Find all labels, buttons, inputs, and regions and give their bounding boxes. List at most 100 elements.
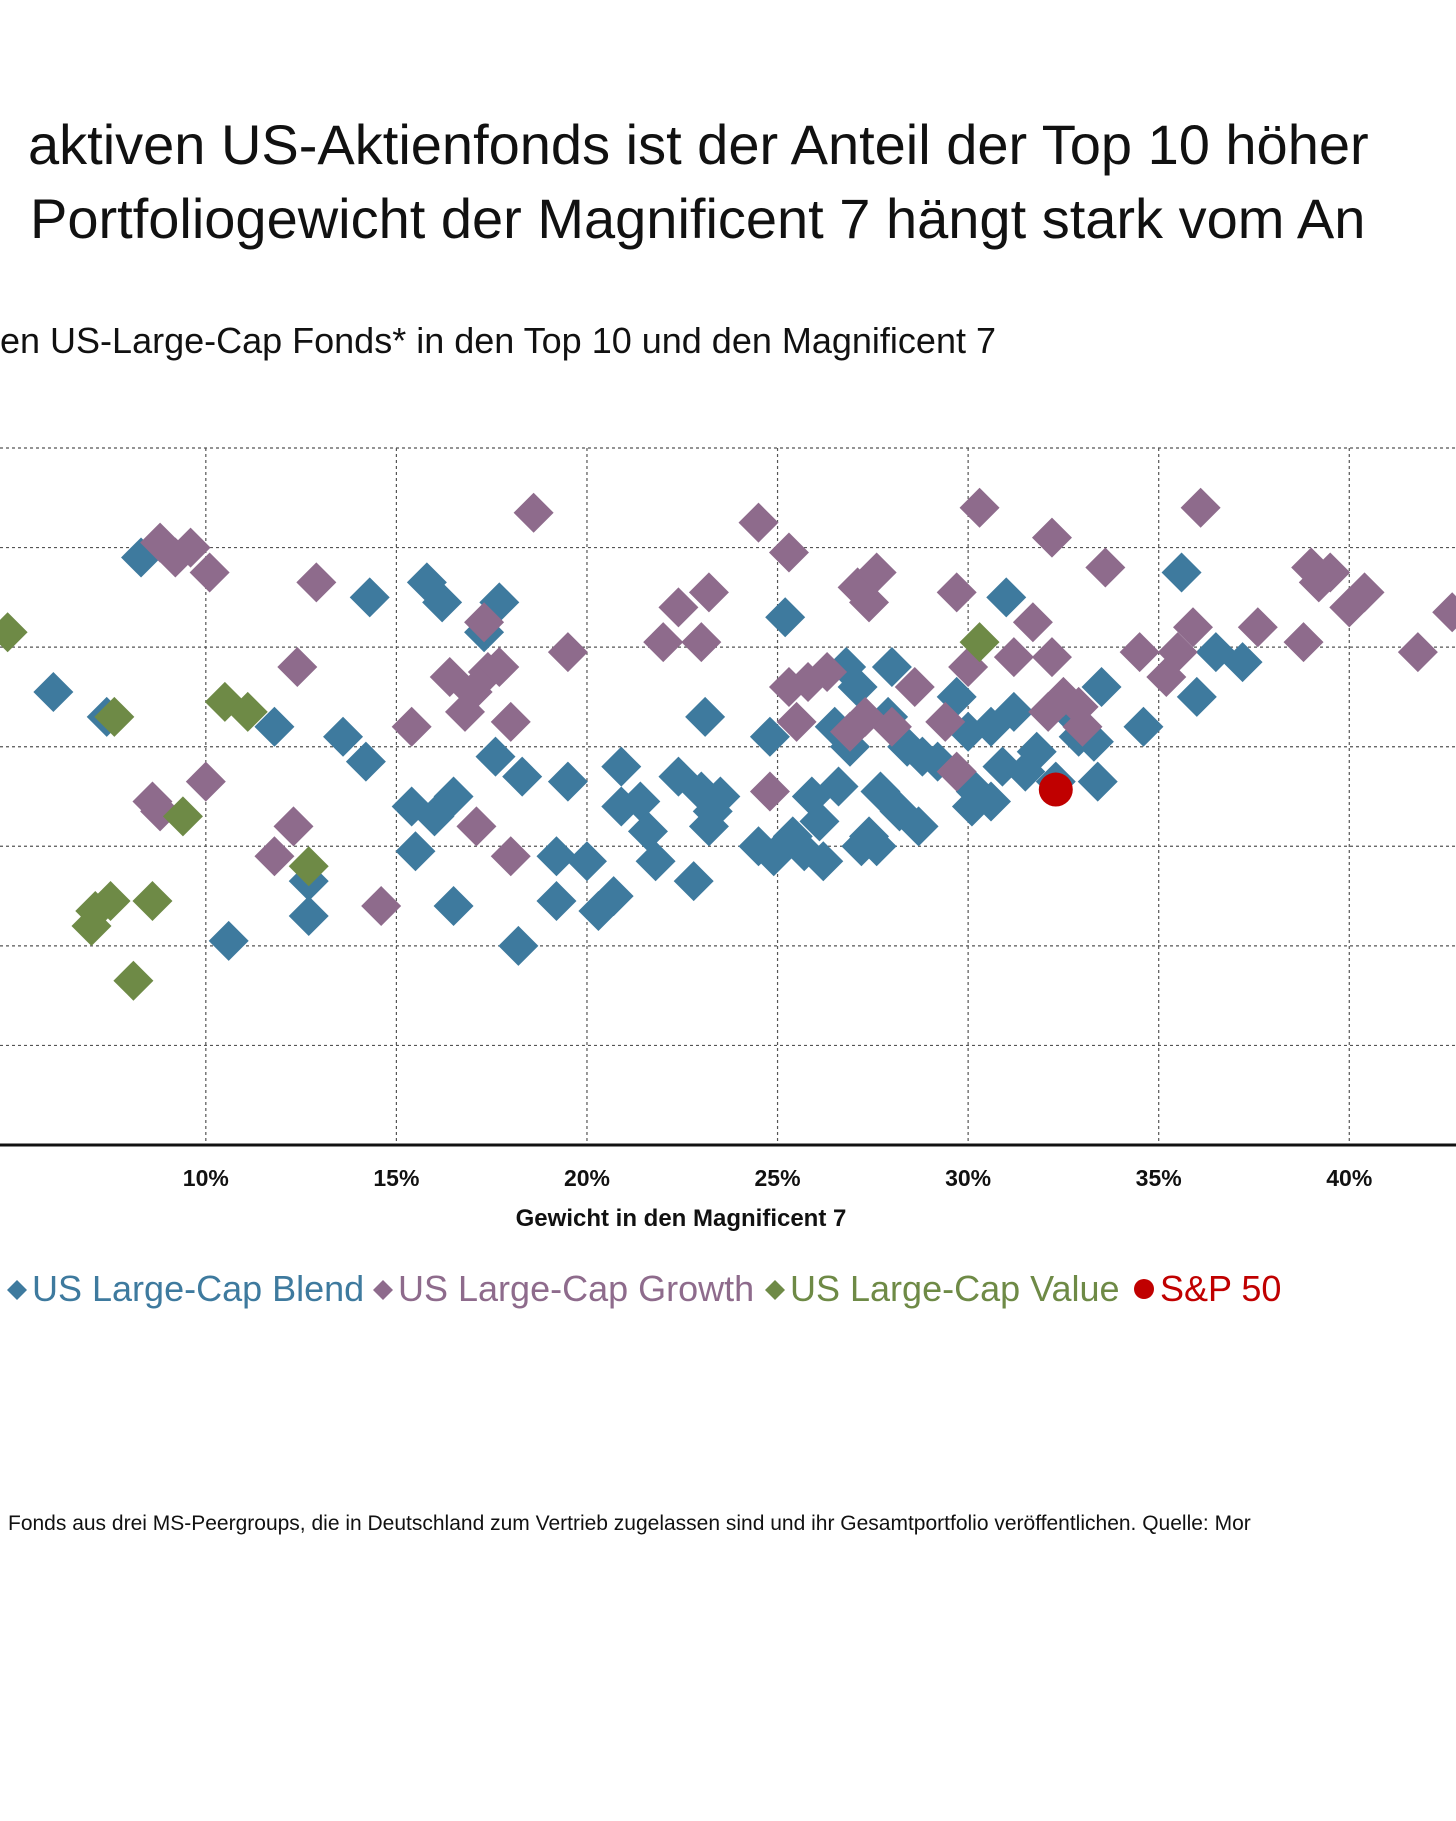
legend-growth-label: US Large-Cap Growth [398, 1268, 755, 1309]
fund-data-point [993, 637, 1034, 678]
fund-data-point [688, 572, 729, 613]
fund-data-point [227, 691, 268, 732]
x-tick-labels: 10% 15% 20% 25% 30% 35% 40% [183, 1165, 1373, 1191]
fund-data-point [208, 920, 249, 961]
fund-data-point [1031, 637, 1072, 678]
fund-data-point [273, 806, 314, 847]
fund-data-point [765, 597, 806, 638]
fund-data-point [959, 487, 1000, 528]
fund-data-point [898, 806, 939, 847]
fund-data-point [993, 691, 1034, 732]
fund-data-point [936, 751, 977, 792]
fund-data-point [1432, 592, 1456, 633]
legend-item-value: US Large-Cap Value [764, 1268, 1120, 1310]
fund-data-point [627, 811, 668, 852]
fund-data-point [502, 756, 543, 797]
fund-data-point [490, 701, 531, 742]
fund-data-point [768, 532, 809, 573]
fund-data-point [1012, 602, 1053, 643]
fund-data-point [189, 552, 230, 593]
fund-data-point [433, 776, 474, 817]
fund-data-point [749, 771, 790, 812]
title-line-1: aktiven US-Aktienfonds ist der Anteil de… [28, 113, 1369, 176]
data-points [0, 487, 1456, 1001]
legend-item-sp500: S&P 50 [1132, 1268, 1281, 1310]
fund-data-point [643, 622, 684, 663]
fund-data-point [688, 806, 729, 847]
fund-data-point [1180, 487, 1221, 528]
fund-data-point [593, 876, 634, 917]
fund-data-point [288, 895, 329, 936]
fund-data-point [681, 622, 722, 663]
fund-data-point [970, 781, 1011, 822]
fund-data-point [254, 836, 295, 877]
fund-data-point [547, 632, 588, 673]
fund-data-point [1077, 761, 1118, 802]
fund-data-point [475, 736, 516, 777]
fund-data-point [33, 671, 74, 712]
fund-data-point [1283, 622, 1324, 663]
fund-data-point [277, 647, 318, 688]
fund-data-point [1222, 642, 1263, 683]
x-tick-label: 35% [1136, 1165, 1182, 1191]
legend-value-diamond-icon [764, 1268, 786, 1310]
fund-data-point [71, 905, 112, 946]
legend-growth-diamond-icon [372, 1268, 394, 1310]
fund-data-point [456, 806, 497, 847]
fund-data-point [288, 846, 329, 887]
fund-data-point [349, 577, 390, 618]
legend-value-label: US Large-Cap Value [790, 1268, 1120, 1309]
fund-data-point [871, 647, 912, 688]
fund-data-point [1016, 731, 1057, 772]
fund-data-point [361, 886, 402, 927]
fund-data-point [490, 836, 531, 877]
fund-data-point [1123, 706, 1164, 747]
fund-data-point [856, 826, 897, 867]
fund-data-point [776, 701, 817, 742]
fund-data-point [323, 716, 364, 757]
fund-data-point [837, 666, 878, 707]
legend-item-growth: US Large-Cap Growth [372, 1268, 754, 1310]
fund-data-point [513, 492, 554, 533]
x-tick-label: 30% [945, 1165, 991, 1191]
fund-data-point [673, 861, 714, 902]
legend-blend-diamond-icon [6, 1268, 28, 1310]
fund-data-point [986, 577, 1027, 618]
fund-data-point [170, 527, 211, 568]
fund-data-point [113, 960, 154, 1001]
fund-data-point [1397, 632, 1438, 673]
fund-data-point [925, 701, 966, 742]
fund-data-point [536, 836, 577, 877]
fund-data-point [700, 776, 741, 817]
fund-data-point [547, 761, 588, 802]
fund-data-point [498, 925, 539, 966]
fund-data-point [1119, 632, 1160, 673]
fund-data-point [1062, 706, 1103, 747]
x-tick-label: 25% [755, 1165, 801, 1191]
fund-data-point [1085, 547, 1126, 588]
fund-data-point [395, 831, 436, 872]
fund-data-point [1161, 552, 1202, 593]
fund-data-point [749, 716, 790, 757]
fund-data-point [658, 587, 699, 628]
title-line-2: Portfoliogewicht der Magnificent 7 hängt… [30, 187, 1366, 250]
fund-data-point [132, 881, 173, 922]
fund-data-point [1157, 632, 1198, 673]
legend-sp500-circle-icon [1132, 1268, 1156, 1310]
x-axis-label: Gewicht in den Magnificent 7 [516, 1205, 847, 1232]
fund-data-point [94, 696, 135, 737]
fund-data-point [1329, 587, 1370, 628]
fund-data-point [391, 706, 432, 747]
fund-data-point [433, 886, 474, 927]
fund-data-point [536, 881, 577, 922]
fund-data-point [0, 612, 28, 653]
x-tick-label: 15% [373, 1165, 419, 1191]
x-tick-label: 40% [1326, 1165, 1372, 1191]
scatter-plot: 10% 15% 20% 25% 30% 35% 40% Gewicht in den Mag… [0, 447, 1456, 1232]
grid-lines [0, 447, 1456, 1145]
x-tick-label: 10% [183, 1165, 229, 1191]
fund-data-point [1237, 607, 1278, 648]
legend-blend-label: US Large-Cap Blend [32, 1268, 365, 1309]
fund-data-point [601, 746, 642, 787]
fund-data-point [936, 572, 977, 613]
